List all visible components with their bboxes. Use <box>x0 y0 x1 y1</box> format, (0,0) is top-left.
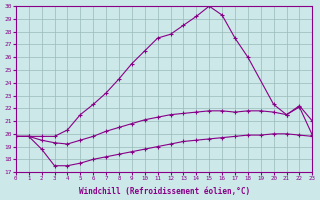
X-axis label: Windchill (Refroidissement éolien,°C): Windchill (Refroidissement éolien,°C) <box>78 187 250 196</box>
